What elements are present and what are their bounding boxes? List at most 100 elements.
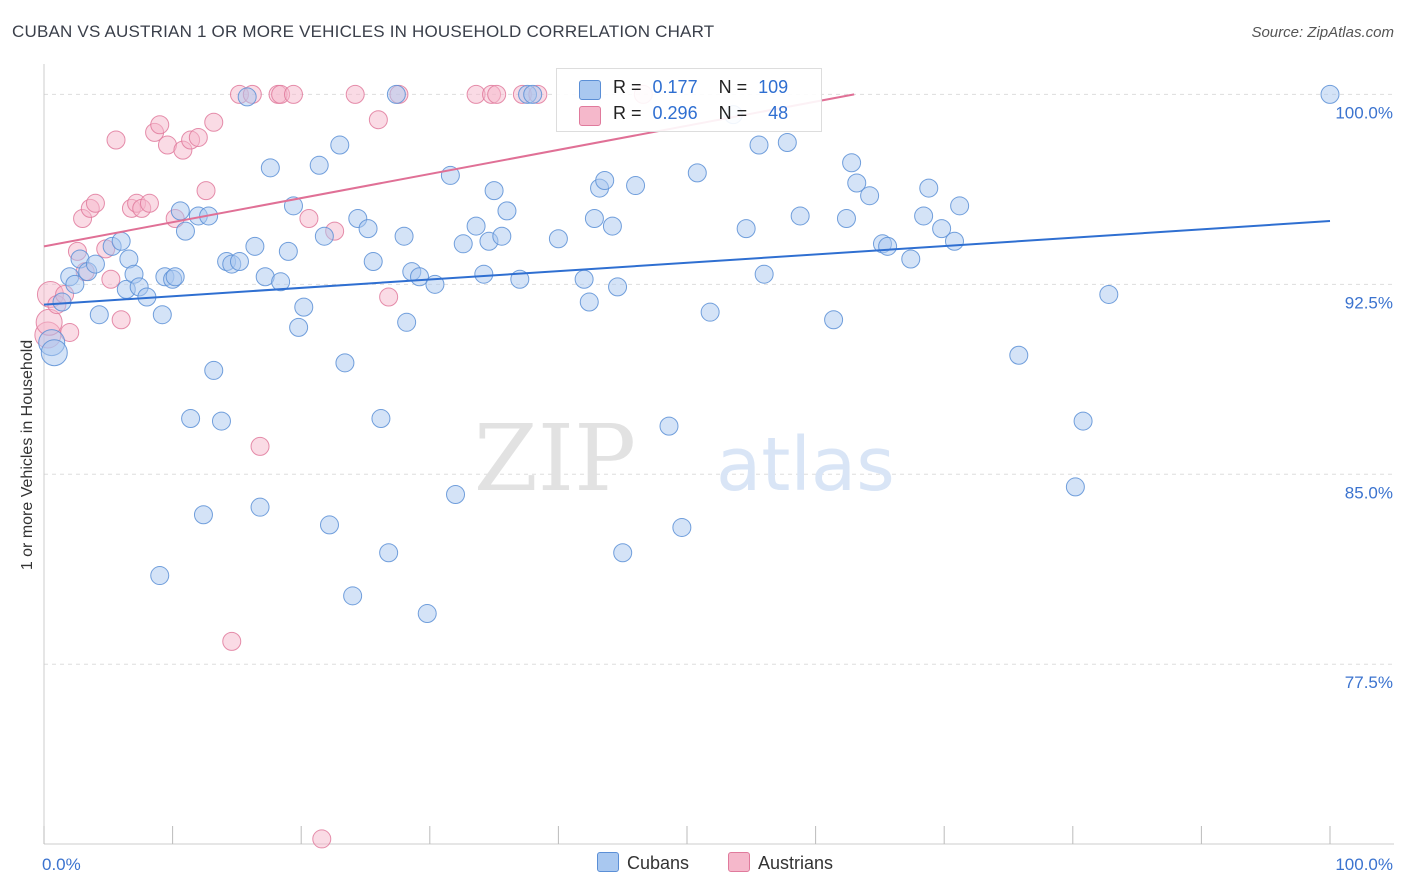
cubans-n-value: 109: [758, 77, 789, 97]
cubans-point-22: [175, 221, 195, 241]
cubans-trend-line: [43, 220, 1331, 306]
axes: [43, 64, 1394, 845]
cubans-points: [38, 84, 1340, 624]
cubans-point-88: [749, 135, 769, 155]
cubans-point-23: [181, 409, 201, 429]
cubans-point-77: [595, 170, 615, 190]
cubans-point-108: [1099, 284, 1119, 304]
cubans-point-73: [574, 269, 594, 289]
cubans-point-52: [379, 543, 399, 563]
cubans-point-98: [878, 236, 898, 256]
cubans-point-42: [309, 155, 329, 175]
cubans-point-21: [170, 201, 190, 221]
austrians-point-34: [283, 84, 303, 104]
cubans-point-103: [944, 231, 964, 251]
cubans-point-84: [687, 163, 707, 183]
cubans-point-106: [1065, 477, 1085, 497]
cubans-point-99: [901, 249, 921, 269]
cubans-point-38: [278, 241, 298, 261]
cubans-point-51: [371, 409, 391, 429]
bottom-legend-austrians: Austrians: [728, 852, 833, 874]
cubans-point-91: [790, 206, 810, 226]
cubans-point-49: [358, 219, 378, 239]
cubans-point-31: [229, 252, 249, 272]
cubans-point-89: [754, 264, 774, 284]
cubans-point-92: [824, 310, 844, 330]
cubans-n-label: N =: [718, 77, 748, 97]
austrians-point-25: [188, 127, 208, 147]
x-tick-label-1: 100.0%: [1335, 855, 1393, 874]
cubans-point-78: [602, 216, 622, 236]
stats-legend: R = 0.177 N = 109 R = 0.296 N = 48: [556, 68, 822, 132]
cubans-point-61: [446, 485, 466, 505]
cubans-point-105: [1009, 345, 1029, 365]
cubans-point-96: [860, 186, 880, 206]
cubans-point-54: [394, 226, 414, 246]
cubans-point-67: [492, 226, 512, 246]
cubans-point-74: [579, 292, 599, 312]
bottom-legend-cubans: Cubans: [597, 852, 689, 874]
chart-title: CUBAN VS AUSTRIAN 1 OR MORE VEHICLES IN …: [12, 22, 715, 41]
cubans-point-47: [343, 586, 363, 606]
y-tick-labels: 100.0% 92.5% 85.0% 77.5%: [1335, 103, 1393, 692]
cubans-point-10: [111, 231, 131, 251]
cubans-point-71: [523, 84, 543, 104]
austrians-r-value: 0.296: [652, 103, 698, 123]
cubans-point-80: [613, 543, 633, 563]
cubans-r-value: 0.177: [652, 77, 698, 97]
cubans-point-62: [453, 234, 473, 254]
austrians-point-26: [196, 181, 216, 201]
austrians-point-12: [101, 269, 121, 289]
austrians-point-36: [312, 829, 332, 849]
cubans-swatch: [579, 80, 601, 100]
cubans-point-55: [397, 312, 417, 332]
cubans-point-72: [548, 229, 568, 249]
austrians-point-20: [150, 115, 170, 135]
cubans-point-63: [466, 216, 486, 236]
cubans-point-82: [659, 416, 679, 436]
cubans-point-75: [584, 208, 604, 228]
austrians-point-38: [345, 84, 365, 104]
cubans-point-34: [250, 497, 270, 517]
cubans-point-93: [836, 208, 856, 228]
y-tick-label-0: 100.0%: [1335, 103, 1393, 122]
bottom-cubans-label: Cubans: [627, 853, 690, 873]
cubans-point-104: [950, 196, 970, 216]
watermark: ZIP atlas: [474, 405, 895, 512]
cubans-point-43: [314, 226, 334, 246]
cubans-point-37: [271, 272, 291, 292]
cubans-point-102: [932, 219, 952, 239]
austrians-n-value: 48: [768, 103, 789, 123]
x-tick-labels: 0.0% 100.0%: [42, 855, 1393, 874]
cubans-point-45: [330, 135, 350, 155]
cubans-point-64: [474, 264, 494, 284]
cubans-point-41: [294, 297, 314, 317]
cubans-point-53: [386, 84, 406, 104]
cubans-point-16: [150, 566, 170, 586]
cubans-point-17: [152, 305, 172, 325]
cubans-point-107: [1073, 411, 1093, 431]
cubans-point-4: [65, 274, 85, 294]
source-credit: Source: ZipAtlas.com: [1251, 24, 1394, 41]
austrians-point-14: [111, 310, 131, 330]
bottom-cubans-swatch: [597, 852, 619, 872]
austrians-point-13: [106, 130, 126, 150]
cubans-point-20: [165, 267, 185, 287]
cubans-point-90: [777, 133, 797, 153]
cubans-point-66: [484, 181, 504, 201]
cubans-point-85: [700, 302, 720, 322]
austrians-point-5: [60, 322, 80, 342]
austrians-point-44: [487, 84, 507, 104]
austrians-point-40: [379, 287, 399, 307]
cubans-point-27: [204, 360, 224, 380]
x-tick-label-0: 0.0%: [42, 855, 81, 874]
cubans-point-68: [497, 201, 517, 221]
cubans-point-8: [89, 305, 109, 325]
cubans-point-7: [85, 254, 105, 274]
cubans-point-58: [417, 604, 437, 624]
cubans-point-100: [914, 206, 934, 226]
cubans-point-81: [626, 176, 646, 196]
y-tick-label-2: 85.0%: [1345, 483, 1393, 502]
austrians-swatch: [579, 106, 601, 126]
